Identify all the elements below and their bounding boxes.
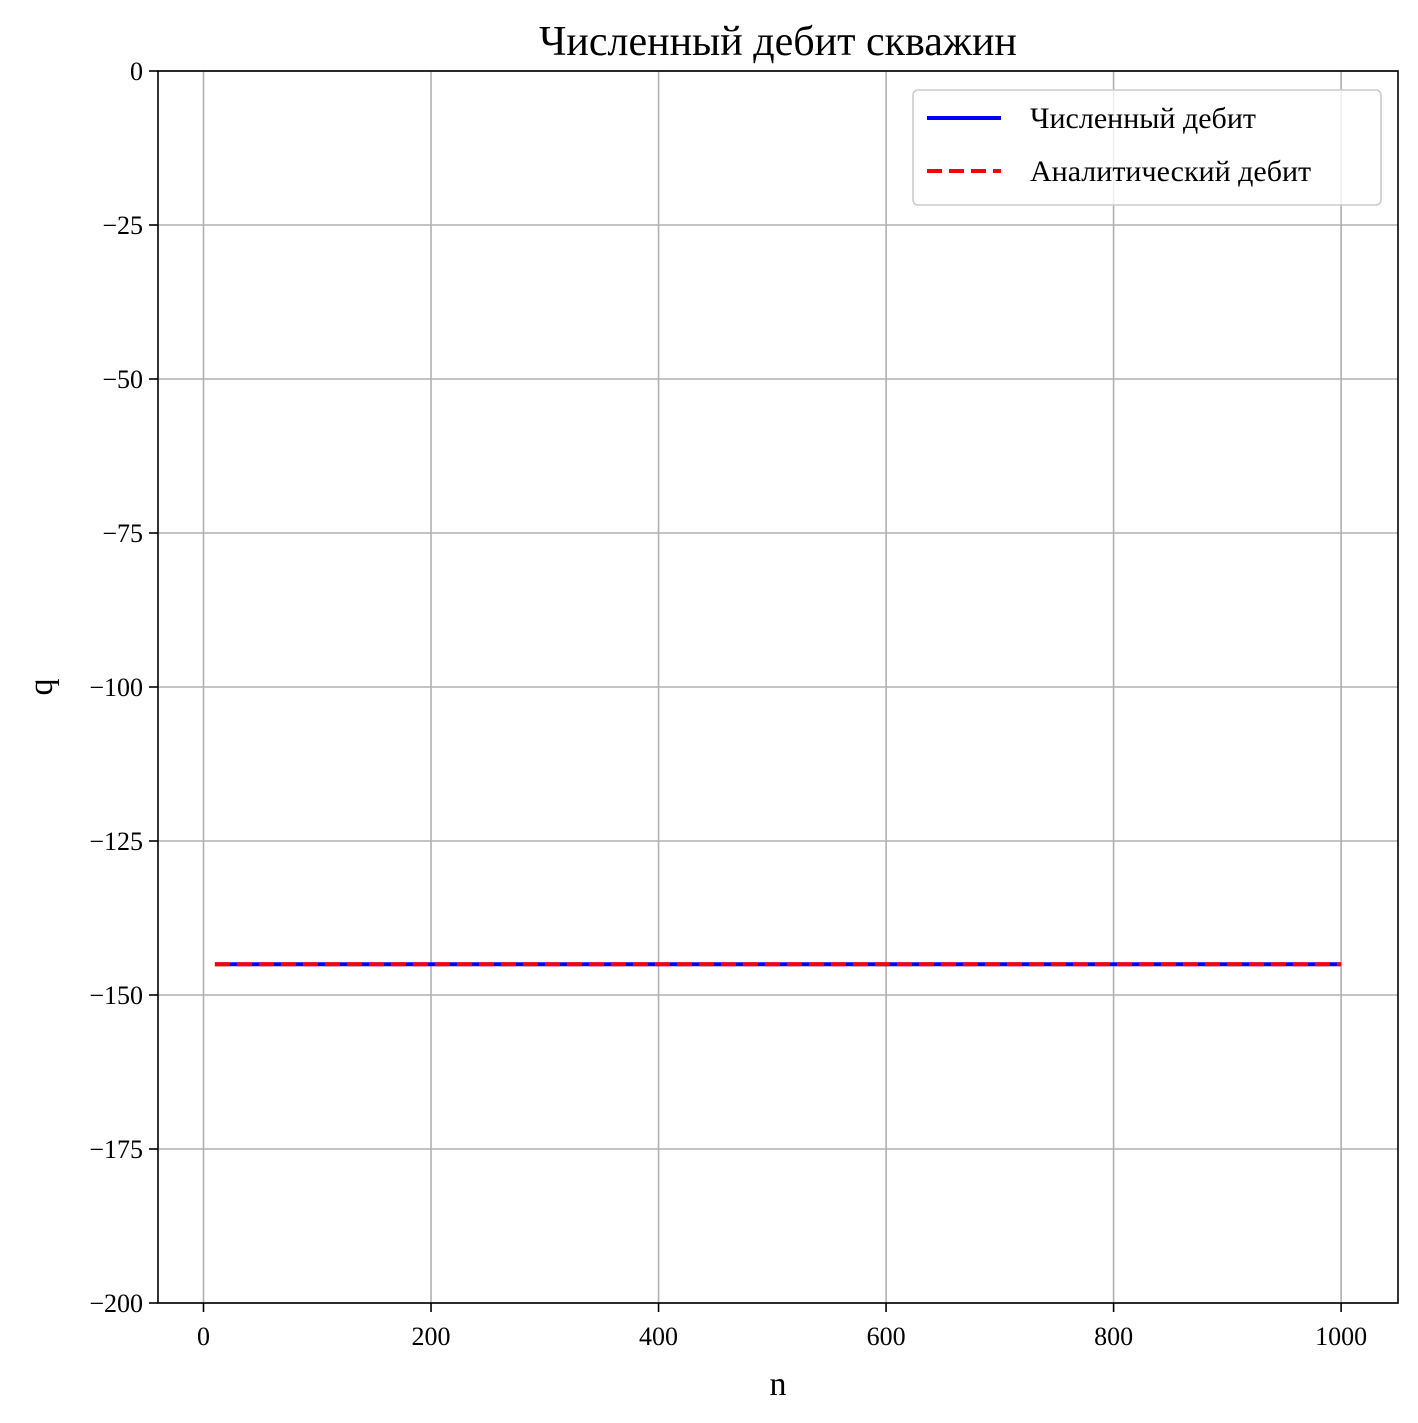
x-axis: 0 200 400 600 800 1000 [197, 1303, 1367, 1351]
x-tick-label: 800 [1094, 1322, 1133, 1351]
legend-box [912, 89, 1382, 206]
y-tick-label: −25 [102, 211, 143, 240]
y-axis: 0 −25 −50 −75 −100 −125 −150 −175 −200 [89, 57, 158, 1318]
y-tick-label: −125 [89, 827, 143, 856]
legend-label-2: Аналитический дебит [1030, 155, 1311, 188]
y-tick-label: −75 [102, 519, 143, 548]
y-tick-label: 0 [130, 57, 143, 86]
x-axis-label: n [770, 1366, 787, 1403]
legend: Численный дебит Аналитический дебит [912, 89, 1382, 206]
chart-title: Численный дебит скважин [539, 19, 1017, 65]
y-tick-label: −175 [89, 1135, 143, 1164]
y-axis-label: q [23, 679, 60, 696]
x-tick-label: 0 [197, 1322, 210, 1351]
y-tick-label: −100 [89, 673, 143, 702]
y-tick-label: −200 [89, 1289, 143, 1318]
x-tick-label: 1000 [1315, 1322, 1367, 1351]
x-tick-label: 400 [639, 1322, 678, 1351]
x-tick-label: 200 [412, 1322, 451, 1351]
x-tick-label: 600 [867, 1322, 906, 1351]
y-tick-label: −150 [89, 981, 143, 1010]
grid [158, 70, 1398, 1304]
y-tick-label: −50 [102, 365, 143, 394]
legend-label-1: Численный дебит [1030, 102, 1256, 135]
